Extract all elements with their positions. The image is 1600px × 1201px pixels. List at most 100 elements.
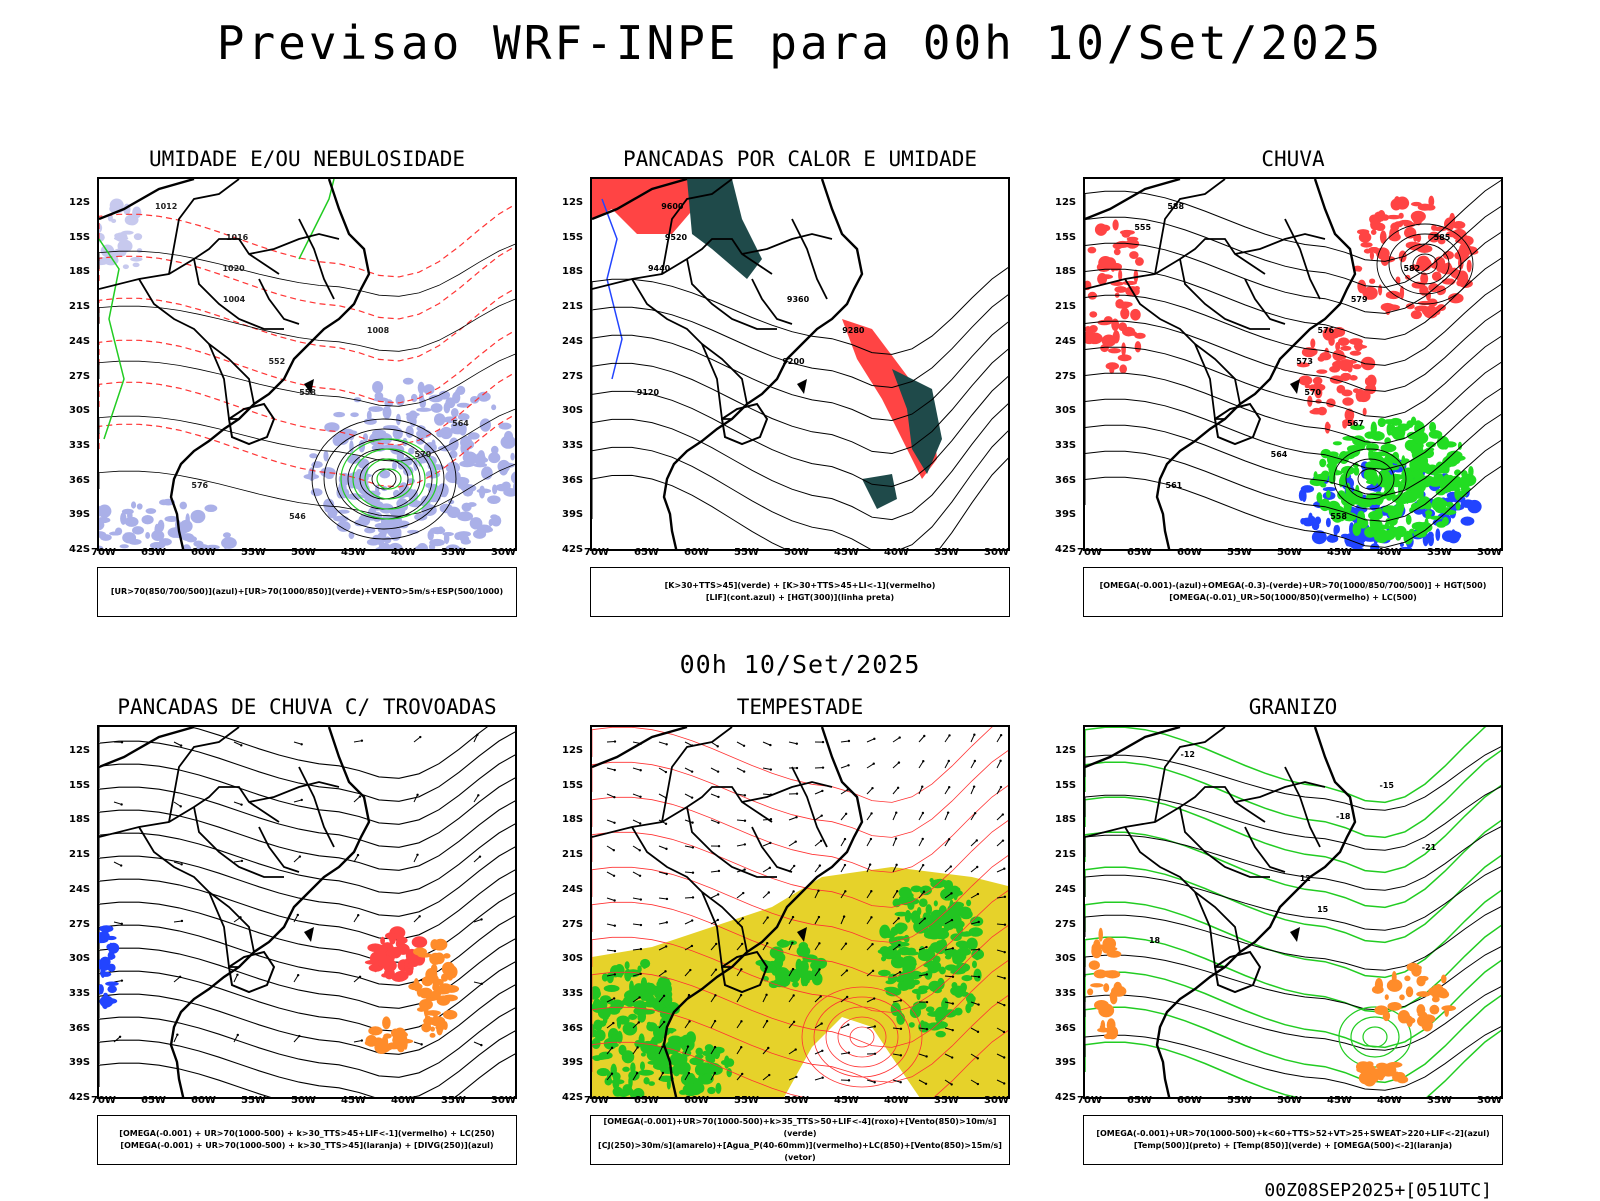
lon-tick-label: 60W: [1177, 547, 1202, 558]
lat-tick-label: 18S: [1055, 266, 1076, 277]
lat-tick-label: 33S: [1055, 440, 1076, 451]
panel-title: PANCADAS POR CALOR E UMIDADE: [590, 147, 1010, 171]
lat-tick-label: 42S: [562, 1092, 583, 1103]
legend-line: [OMEGA(-0.01)_UR>50(1000/850)(vermelho) …: [1084, 592, 1502, 604]
lat-tick-label: 33S: [69, 988, 90, 999]
lon-tick-label: 45W: [1327, 1095, 1352, 1106]
forecast-map: [97, 725, 517, 1099]
lat-tick-label: 42S: [562, 544, 583, 555]
panel-title: TEMPESTADE: [590, 695, 1010, 719]
contour-label: 564: [452, 419, 469, 428]
lon-tick-label: 50W: [291, 1095, 316, 1106]
lat-tick-label: 15S: [69, 232, 90, 243]
lon-tick-label: 40W: [391, 1095, 416, 1106]
lat-tick-label: 21S: [562, 849, 583, 860]
contour-label: 552: [268, 357, 285, 366]
lat-tick-label: 30S: [69, 405, 90, 416]
lon-tick-label: 70W: [91, 547, 116, 558]
lon-tick-label: 70W: [1077, 547, 1102, 558]
lon-tick-label: 45W: [834, 547, 859, 558]
lat-tick-label: 39S: [562, 1057, 583, 1068]
lat-tick-label: 39S: [1055, 1057, 1076, 1068]
lat-tick-label: 27S: [1055, 919, 1076, 930]
legend-line: [CJ(250)>30m/s](amarelo)+[Agua_P(40-60mm…: [591, 1140, 1009, 1164]
lat-tick-label: 36S: [562, 1023, 583, 1034]
lon-tick-label: 55W: [1227, 1095, 1252, 1106]
contour-label: 573: [1296, 357, 1313, 366]
lon-tick-label: 60W: [1177, 1095, 1202, 1106]
contour-label: -12: [1181, 750, 1195, 759]
contour-label: 1004: [223, 295, 246, 304]
contour-label: 579: [1351, 295, 1368, 304]
lat-tick-label: 15S: [1055, 780, 1076, 791]
mid-date: 00h 10/Set/2025: [0, 650, 1600, 679]
lat-tick-label: 33S: [562, 440, 583, 451]
forecast-map: [590, 725, 1010, 1099]
lat-tick-label: 18S: [69, 814, 90, 825]
lat-tick-label: 36S: [1055, 475, 1076, 486]
lon-tick-label: 35W: [441, 547, 466, 558]
contour-label: 558: [1330, 512, 1347, 521]
lat-tick-label: 21S: [1055, 301, 1076, 312]
legend-line: [UR>70(850/700/500)](azul)+[UR>70(1000/8…: [98, 586, 516, 598]
contour-label: 9280: [842, 326, 865, 335]
lon-tick-label: 45W: [1327, 547, 1352, 558]
lon-tick-label: 50W: [1277, 1095, 1302, 1106]
lon-tick-label: 35W: [934, 1095, 959, 1106]
contour-label: -21: [1422, 843, 1437, 852]
contour-label: 561: [1166, 481, 1183, 490]
lon-tick-label: 45W: [341, 547, 366, 558]
lon-tick-label: 70W: [91, 1095, 116, 1106]
lat-tick-label: 21S: [69, 301, 90, 312]
contour-label: 546: [289, 512, 306, 521]
legend-line: [OMEGA(-0.001) + UR>70(1000-500) + k>30_…: [98, 1128, 516, 1140]
lat-tick-label: 39S: [1055, 509, 1076, 520]
lat-tick-label: 12S: [1055, 197, 1076, 208]
lat-tick-label: 18S: [69, 266, 90, 277]
contour-label: 18: [1149, 936, 1161, 945]
lon-tick-label: 30W: [984, 547, 1009, 558]
lat-tick-label: 12S: [562, 197, 583, 208]
contour-label: 582: [1403, 264, 1420, 273]
panel-legend: [OMEGA(-0.001) + UR>70(1000-500) + k>30_…: [97, 1115, 517, 1165]
lat-tick-label: 30S: [69, 953, 90, 964]
lon-tick-label: 40W: [391, 547, 416, 558]
lat-tick-label: 21S: [1055, 849, 1076, 860]
contour-label: 15: [1317, 905, 1329, 914]
lat-tick-label: 21S: [562, 301, 583, 312]
lon-tick-label: 65W: [1127, 1095, 1152, 1106]
lat-tick-label: 24S: [69, 884, 90, 895]
lon-tick-label: 60W: [684, 547, 709, 558]
panel-legend: [UR>70(850/700/500)](azul)+[UR>70(1000/8…: [97, 567, 517, 617]
run-footer: 00Z08SEP2025+[051UTC]: [1264, 1180, 1492, 1201]
lat-tick-label: 27S: [562, 371, 583, 382]
lat-tick-label: 36S: [69, 1023, 90, 1034]
contour-label: 576: [1317, 326, 1334, 335]
lon-tick-label: 60W: [684, 1095, 709, 1106]
lat-tick-label: 42S: [1055, 544, 1076, 555]
lon-tick-label: 30W: [491, 1095, 516, 1106]
lon-tick-label: 35W: [441, 1095, 466, 1106]
lat-tick-label: 24S: [562, 884, 583, 895]
lat-tick-label: 36S: [69, 475, 90, 486]
panel-legend: [OMEGA(-0.001)+UR>70(1000-500)+k>35_TTS>…: [590, 1115, 1010, 1165]
map-canvas: [592, 727, 1010, 1099]
legend-line: [OMEGA(-0.001) + UR>70(1000-500) + k>30_…: [98, 1140, 516, 1152]
lat-tick-label: 18S: [1055, 814, 1076, 825]
lat-tick-label: 27S: [1055, 371, 1076, 382]
lon-tick-label: 70W: [584, 1095, 609, 1106]
panel-legend: [OMEGA(-0.001)-(azul)+OMEGA(-0.3)-(verde…: [1083, 567, 1503, 617]
lon-tick-label: 55W: [1227, 547, 1252, 558]
lat-tick-label: 18S: [562, 266, 583, 277]
lat-tick-label: 15S: [1055, 232, 1076, 243]
lat-tick-label: 42S: [1055, 1092, 1076, 1103]
lon-tick-label: 30W: [491, 547, 516, 558]
lat-tick-label: 18S: [562, 814, 583, 825]
contour-label: -18: [1336, 812, 1351, 821]
lon-tick-label: 50W: [784, 547, 809, 558]
lat-tick-label: 36S: [1055, 1023, 1076, 1034]
